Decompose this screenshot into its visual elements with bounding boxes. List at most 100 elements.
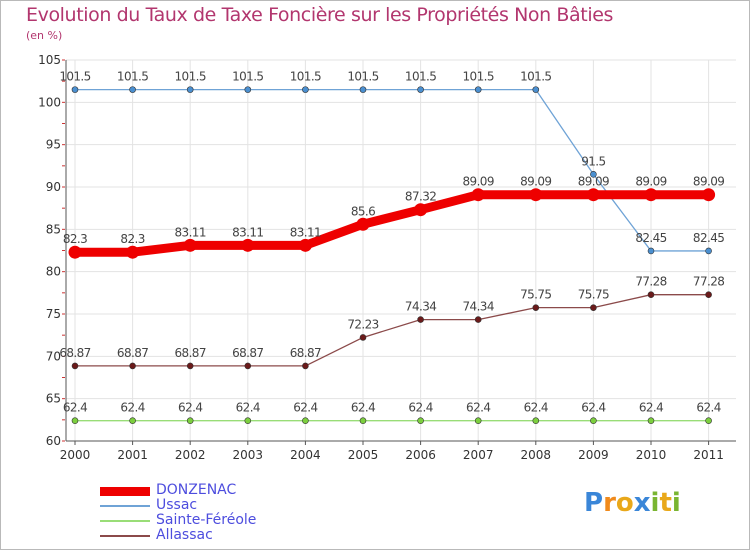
data-label-donzenac: 83.11: [175, 225, 206, 239]
point-sainte-fereole: [71, 417, 79, 424]
legend-label-ussac: Ussac: [156, 497, 198, 513]
point-ussac: [71, 86, 79, 93]
data-label-sainte-fereole: 62.4: [466, 401, 490, 415]
legend-swatch-donzenac: [100, 487, 150, 496]
x-tick-label: 2002: [175, 448, 206, 462]
point-sainte-fereole: [647, 417, 655, 424]
y-tick-label: 60: [46, 434, 61, 448]
logo-letter: i: [650, 488, 660, 518]
point-allassac: [129, 362, 136, 370]
y-tick-label: 75: [46, 307, 61, 321]
data-label-ussac: 101.5: [405, 70, 436, 84]
point-donzenac: [356, 217, 370, 231]
point-allassac: [302, 362, 309, 370]
point-ussac: [302, 86, 309, 93]
data-label-ussac: 91.5: [581, 154, 605, 168]
data-label-donzenac: 83.11: [232, 225, 263, 239]
point-allassac: [244, 362, 252, 370]
series-line-donzenac: [70, 190, 714, 257]
x-tick-label: 2011: [693, 448, 724, 462]
point-sainte-fereole: [474, 417, 482, 424]
data-label-allassac: 74.34: [463, 300, 494, 314]
x-tick-label: 2010: [636, 448, 667, 462]
legend-label-sainte-fereole: Sainte-Féréole: [156, 512, 257, 528]
point-sainte-fereole: [186, 417, 194, 424]
data-label-allassac: 68.87: [175, 346, 206, 360]
point-ussac: [244, 86, 252, 93]
data-label-sainte-fereole: 62.4: [524, 401, 548, 415]
point-ussac: [129, 86, 136, 93]
point-donzenac: [241, 238, 255, 252]
data-label-donzenac: 87.32: [405, 190, 436, 204]
logo-letter: t: [659, 488, 672, 518]
logo-letter: i: [671, 488, 681, 518]
logo-letter: P: [584, 488, 604, 518]
data-label-ussac: 101.5: [59, 70, 90, 84]
point-allassac: [417, 316, 424, 323]
logo-letter: x: [633, 488, 651, 518]
point-ussac: [417, 86, 424, 93]
data-label-ussac: 101.5: [175, 70, 206, 84]
data-label-donzenac: 83.11: [290, 225, 321, 239]
x-tick-label: 2008: [521, 448, 552, 462]
series-line-allassac: [74, 294, 710, 367]
data-label-allassac: 68.87: [117, 346, 148, 360]
data-label-allassac: 75.75: [578, 288, 609, 302]
data-label-allassac: 77.28: [635, 275, 666, 289]
point-allassac: [590, 304, 597, 311]
y-tick-label: 105: [38, 53, 61, 67]
point-donzenac: [298, 238, 312, 252]
data-label-ussac: 101.5: [520, 70, 551, 84]
data-label-ussac: 101.5: [117, 70, 148, 84]
point-donzenac: [183, 238, 197, 252]
point-sainte-fereole: [302, 417, 309, 424]
data-label-donzenac: 89.09: [578, 175, 609, 189]
data-label-ussac: 101.5: [463, 70, 494, 84]
x-tick-label: 2009: [578, 448, 609, 462]
data-label-donzenac: 89.09: [693, 175, 724, 189]
point-ussac: [474, 86, 482, 93]
chart-subtitle: (en %): [26, 29, 63, 42]
point-donzenac: [471, 188, 485, 202]
logo-letter: r: [603, 488, 616, 518]
x-tick-label: 2004: [290, 448, 321, 462]
point-donzenac: [68, 245, 82, 259]
point-sainte-fereole: [705, 417, 712, 424]
point-sainte-fereole: [129, 417, 136, 424]
point-ussac: [647, 247, 655, 255]
point-donzenac: [529, 188, 543, 202]
legend-label-donzenac: DONZENAC: [156, 482, 237, 498]
data-label-donzenac: 89.09: [635, 175, 666, 189]
data-label-sainte-fereole: 62.4: [696, 401, 720, 415]
data-label-ussac: 101.5: [290, 70, 321, 84]
proxiti-logo: Proxiti: [584, 488, 681, 518]
data-label-sainte-fereole: 62.4: [639, 401, 663, 415]
point-allassac: [186, 362, 194, 370]
data-label-sainte-fereole: 62.4: [293, 401, 317, 415]
x-tick-label: 2007: [463, 448, 494, 462]
data-label-ussac: 82.45: [635, 231, 666, 245]
legend-swatch-sainte-fereole: [100, 520, 150, 522]
point-donzenac: [586, 188, 600, 202]
point-ussac: [186, 86, 194, 93]
point-ussac: [590, 171, 597, 178]
chart-title: Evolution du Taux de Taxe Foncière sur l…: [26, 4, 614, 26]
point-ussac: [359, 86, 367, 93]
data-label-donzenac: 82.3: [120, 232, 144, 246]
point-sainte-fereole: [359, 417, 367, 424]
point-sainte-fereole: [244, 417, 252, 424]
y-tick-label: 90: [46, 180, 61, 194]
data-label-sainte-fereole: 62.4: [120, 401, 144, 415]
y-tick-label: 65: [46, 392, 61, 406]
point-donzenac: [702, 188, 716, 202]
point-allassac: [71, 362, 79, 370]
data-label-sainte-fereole: 62.4: [236, 401, 260, 415]
data-label-ussac: 101.5: [347, 70, 378, 84]
point-ussac: [705, 247, 712, 255]
data-label-donzenac: 85.6: [351, 204, 375, 218]
y-tick-label: 100: [38, 95, 61, 109]
data-label-donzenac: 82.3: [63, 232, 87, 246]
x-tick-label: 2005: [348, 448, 379, 462]
data-label-donzenac: 89.09: [463, 175, 494, 189]
